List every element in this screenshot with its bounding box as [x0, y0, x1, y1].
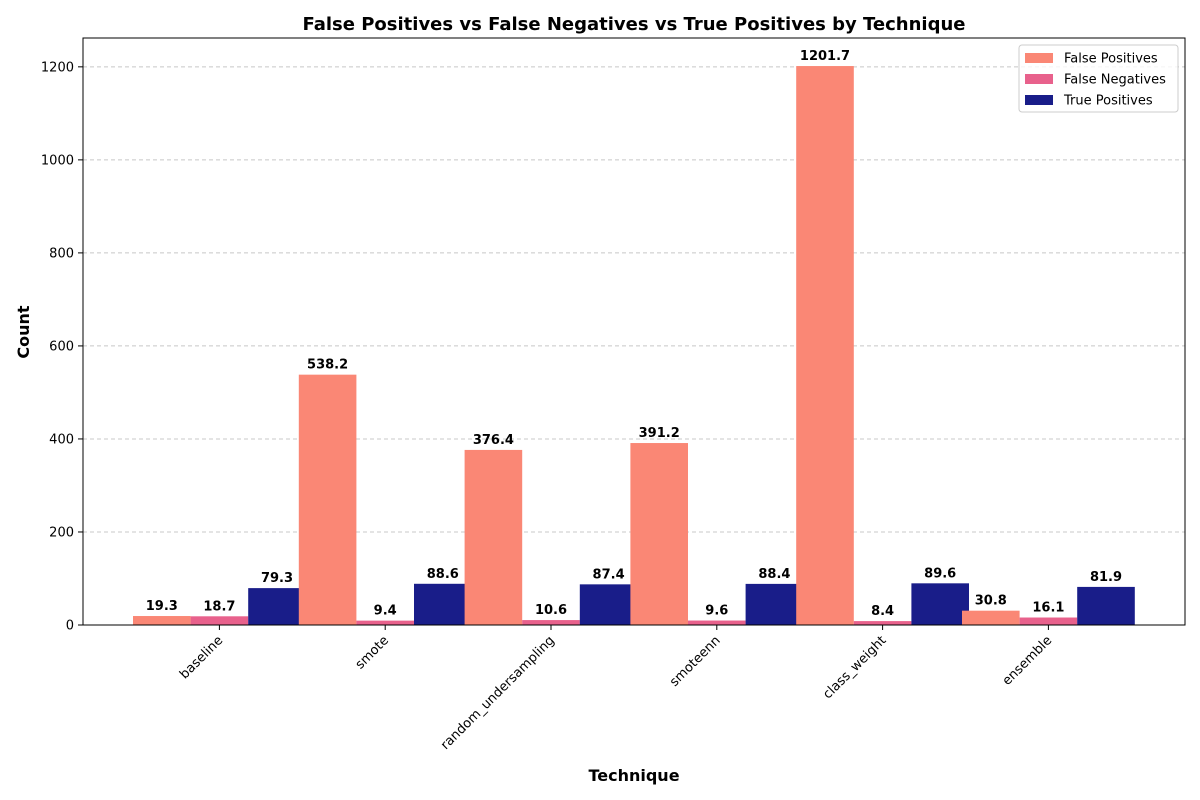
value-label: 89.6 — [924, 566, 956, 581]
bar-false-negatives — [1019, 617, 1078, 625]
value-label: 9.4 — [374, 604, 397, 619]
bar-false-negatives — [356, 620, 414, 625]
x-tick-label: baseline — [177, 633, 226, 682]
legend-swatch — [1025, 53, 1053, 63]
legend-label: False Negatives — [1064, 73, 1166, 88]
bars — [133, 66, 1135, 626]
y-tick-label: 1000 — [41, 153, 74, 168]
x-axis: baseline smote random_undersampling smoteen… — [177, 625, 1055, 753]
y-tick-label: 400 — [49, 432, 74, 447]
value-label: 19.3 — [146, 599, 178, 614]
x-tick-label: smote — [353, 633, 392, 672]
bar-false-negatives — [522, 620, 580, 625]
legend-swatch — [1025, 74, 1053, 84]
x-tick-label: ensemble — [1000, 633, 1056, 689]
y-tick-label: 800 — [49, 246, 74, 261]
bar-false-negatives — [190, 616, 249, 625]
plot-frame — [82, 37, 1186, 626]
value-label: 79.3 — [261, 571, 293, 586]
x-tick-label: class_weight — [820, 633, 889, 702]
value-label: 16.1 — [1032, 601, 1064, 616]
y-tick-label: 200 — [49, 525, 74, 540]
legend-label: True Positives — [1063, 94, 1153, 109]
legend-box — [1018, 44, 1179, 113]
legend-label: False Positives — [1064, 52, 1158, 67]
x-tick-label: smoteenn — [667, 633, 724, 690]
value-label: 88.6 — [427, 567, 459, 582]
x-tick-label: random_undersampling — [438, 633, 558, 753]
value-label: 81.9 — [1090, 570, 1122, 585]
bar-true-positives — [248, 588, 306, 625]
value-label: 30.8 — [975, 594, 1007, 609]
legend-swatch — [1025, 95, 1053, 105]
y-axis-label: Count — [14, 305, 33, 359]
value-label: 10.6 — [535, 603, 567, 618]
bar-false-positives — [630, 443, 688, 625]
bar-false-negatives — [688, 620, 746, 625]
value-label: 376.4 — [473, 433, 514, 448]
value-label: 87.4 — [593, 567, 625, 582]
bar-true-positives — [579, 584, 638, 625]
legend: False Positives False Negatives True Posit… — [1018, 44, 1179, 113]
x-axis-label: Technique — [588, 766, 679, 785]
bar-true-positives — [414, 583, 472, 625]
value-label: 9.6 — [705, 604, 728, 619]
value-label: 538.2 — [307, 358, 348, 373]
bar-true-positives — [1077, 586, 1135, 625]
bar-false-positives — [298, 374, 357, 625]
value-label: 391.2 — [639, 426, 680, 441]
chart-title: False Positives vs False Negatives vs Tr… — [302, 14, 965, 35]
bar-false-positives — [133, 616, 191, 625]
y-axis: 0 200 400 600 800 1000 1200 — [41, 60, 83, 634]
value-label: 18.7 — [203, 599, 235, 614]
y-tick-label: 0 — [66, 619, 74, 634]
value-label: 88.4 — [758, 567, 790, 582]
value-label: 8.4 — [871, 604, 894, 619]
bar-false-negatives — [853, 621, 912, 625]
value-label: 1201.7 — [800, 49, 850, 64]
bar-false-positives — [464, 449, 523, 625]
y-tick-label: 1200 — [41, 60, 74, 75]
value-labels: 19.3 18.7 79.3 538.2 9.4 88.6 376.4 10.6 87.4 391… — [146, 49, 1122, 619]
bar-true-positives — [911, 583, 969, 625]
bar-false-positives — [962, 610, 1020, 625]
y-tick-label: 600 — [49, 339, 74, 354]
grid — [83, 66, 1185, 533]
bar-false-positives — [796, 66, 854, 626]
bar-true-positives — [745, 583, 804, 625]
